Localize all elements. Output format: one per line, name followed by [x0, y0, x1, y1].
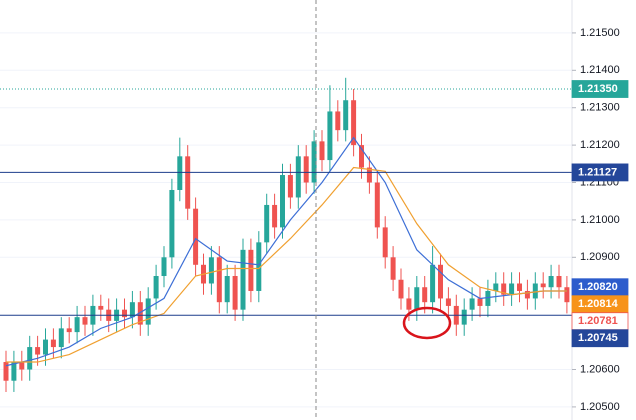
candle-body — [264, 204, 270, 243]
price-label: 1.20745 — [578, 332, 618, 344]
price-label: 1.21350 — [578, 83, 618, 95]
candle-body — [548, 276, 554, 288]
y-tick-label: 1.21200 — [580, 139, 620, 151]
candle-body — [82, 317, 88, 325]
candle-body — [185, 156, 191, 209]
candle-body — [58, 328, 64, 348]
candle-body — [19, 362, 25, 370]
candle-body — [343, 100, 349, 131]
candle-body — [414, 287, 420, 310]
moving-average-line — [5, 136, 567, 367]
candle-body — [390, 257, 396, 280]
candle-body — [532, 283, 538, 299]
candle-body — [524, 290, 530, 299]
candle-body — [430, 264, 436, 303]
candle-body — [501, 283, 507, 295]
price-label-box — [571, 163, 629, 182]
candle-body — [469, 298, 475, 310]
y-tick-label: 1.21400 — [580, 64, 620, 76]
candle-body — [240, 249, 246, 310]
candle-body — [374, 182, 380, 228]
candle-body — [461, 309, 467, 325]
y-tick-label: 1.21500 — [580, 27, 620, 39]
candle-body — [272, 204, 278, 228]
candle-body — [11, 362, 17, 381]
candle-body — [256, 242, 262, 291]
candle-body — [485, 290, 491, 306]
price-label-box — [571, 80, 629, 98]
candle-body — [422, 287, 428, 303]
y-tick-label: 1.20600 — [580, 363, 620, 375]
candle-body — [50, 339, 56, 348]
candle-body — [3, 362, 9, 381]
candle-body — [351, 100, 357, 146]
y-tick-label: 1.20500 — [580, 401, 620, 413]
candle-body — [98, 305, 104, 310]
price-label: 1.20814 — [578, 298, 619, 310]
moving-average-line — [6, 166, 567, 363]
candle-body — [122, 309, 127, 318]
candle-body — [35, 347, 41, 355]
candle-body — [66, 328, 72, 333]
y-tick-label: 1.21000 — [580, 214, 620, 226]
price-label: 1.20781 — [578, 315, 618, 327]
candle-body — [27, 347, 33, 370]
y-tick-label: 1.20900 — [580, 251, 620, 263]
candle-body — [398, 279, 404, 299]
candle-body — [153, 276, 159, 299]
candle-body — [208, 257, 214, 284]
candle-body — [311, 141, 317, 183]
candle-body — [193, 208, 199, 265]
candle-body — [287, 175, 293, 198]
candle-body — [366, 167, 372, 183]
price-axis: 1.215001.214001.213001.212001.211001.210… — [571, 27, 629, 413]
candle-body — [248, 249, 254, 291]
candle-body — [335, 111, 341, 131]
candle-body — [129, 302, 135, 318]
candle-body — [517, 283, 522, 291]
candle-body — [43, 339, 48, 355]
candle-body — [406, 298, 412, 310]
candle-body — [303, 156, 309, 183]
candle-body — [359, 145, 364, 168]
candle-body — [556, 276, 562, 288]
candle-body — [382, 227, 388, 258]
candle-body — [216, 257, 222, 303]
candle-body — [509, 283, 515, 295]
candle-body — [280, 175, 285, 228]
candle-body — [319, 141, 325, 161]
candle-body — [564, 287, 570, 303]
price-label: 1.20820 — [578, 281, 618, 293]
y-tick-label: 1.21300 — [580, 102, 620, 114]
price-label-box — [571, 329, 629, 348]
candle-body — [295, 156, 301, 198]
candle-body — [137, 302, 143, 325]
candle-body — [438, 264, 443, 299]
candle-body — [177, 156, 183, 190]
candle-body — [145, 298, 151, 325]
candle-body — [445, 298, 451, 306]
plot-area — [0, 77, 572, 392]
candle-body — [477, 298, 483, 306]
highlight-ellipse — [402, 306, 452, 340]
candle-body — [224, 276, 230, 303]
grid — [0, 32, 572, 408]
price-label: 1.21127 — [578, 166, 617, 178]
candle-body — [161, 257, 167, 277]
candle-body — [169, 189, 175, 258]
candle-body — [232, 276, 238, 310]
candle-body — [327, 111, 333, 161]
candle-body — [540, 283, 546, 288]
candle-body — [493, 283, 499, 291]
candle-body — [74, 317, 80, 333]
